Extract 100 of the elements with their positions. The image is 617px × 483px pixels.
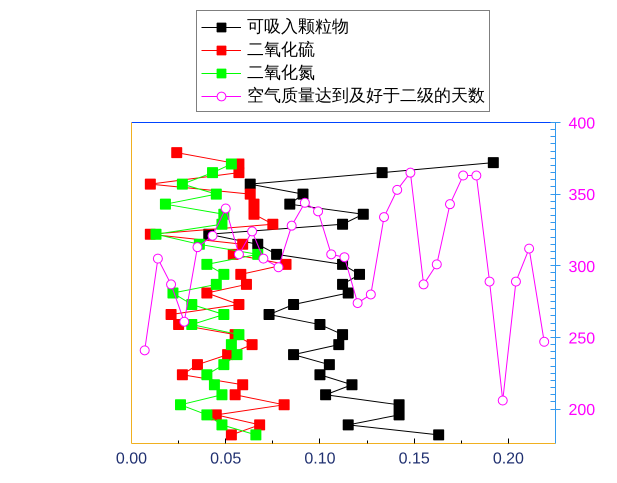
legend-label: 空气质量达到及好于二级的天数 <box>247 85 485 107</box>
point <box>458 170 468 181</box>
point <box>286 220 297 231</box>
point <box>179 316 190 327</box>
point <box>314 319 326 330</box>
point <box>418 279 429 290</box>
point <box>247 226 258 236</box>
point <box>337 218 348 230</box>
point <box>337 278 348 290</box>
point <box>233 298 244 310</box>
point <box>237 379 248 390</box>
point <box>488 157 499 168</box>
point <box>358 208 369 220</box>
point <box>201 369 212 380</box>
point <box>230 389 241 400</box>
point <box>379 212 390 222</box>
point <box>433 429 444 440</box>
y2-tick-label: 350 <box>568 187 596 204</box>
legend-label: 二氧化硫 <box>247 39 315 61</box>
point <box>278 399 290 410</box>
point <box>354 268 366 280</box>
point <box>226 429 237 440</box>
point <box>218 309 230 320</box>
point <box>150 228 162 240</box>
point <box>484 276 495 287</box>
point <box>208 230 218 241</box>
point <box>226 339 237 350</box>
point <box>313 206 324 216</box>
point <box>144 178 156 190</box>
point <box>201 258 212 270</box>
point <box>258 254 268 264</box>
point <box>248 198 260 210</box>
point <box>510 276 521 287</box>
point <box>271 248 282 260</box>
point <box>320 389 332 400</box>
point <box>220 203 231 214</box>
point <box>539 336 550 347</box>
point <box>392 184 402 195</box>
point <box>166 309 177 320</box>
point <box>339 252 350 262</box>
point <box>250 429 262 440</box>
point <box>235 268 246 280</box>
point <box>160 198 171 210</box>
x-tick-label: 0.05 <box>210 450 242 468</box>
x-tick-label: 0.00 <box>116 450 148 468</box>
point <box>405 168 416 178</box>
point <box>498 396 508 406</box>
point <box>297 188 308 200</box>
point <box>218 359 230 370</box>
point <box>192 359 203 370</box>
point <box>366 289 376 300</box>
y2-tick-label: 300 <box>568 258 596 276</box>
point <box>324 359 335 370</box>
legend-label: 二氧化氮 <box>247 62 315 84</box>
point <box>246 339 258 350</box>
point <box>394 399 405 410</box>
point <box>232 349 243 360</box>
point <box>524 244 534 254</box>
point <box>288 349 300 360</box>
point <box>248 208 260 220</box>
legend-label: 可吸入颗粒物 <box>247 16 349 38</box>
point <box>342 419 354 430</box>
point <box>166 279 176 290</box>
point <box>346 379 358 390</box>
point <box>432 259 442 270</box>
point <box>234 249 244 260</box>
point <box>284 198 296 210</box>
point <box>210 188 222 200</box>
point <box>140 345 150 356</box>
point <box>240 278 252 290</box>
point <box>352 298 363 308</box>
point <box>192 242 202 252</box>
point <box>333 339 344 350</box>
point <box>244 188 256 200</box>
y2-tick-label: 250 <box>568 330 596 348</box>
point <box>216 389 228 400</box>
point <box>226 158 237 170</box>
point <box>376 167 388 178</box>
point <box>201 409 212 420</box>
y2-tick-label: 200 <box>568 402 596 420</box>
point <box>152 254 163 264</box>
x-tick-label: 0.10 <box>304 450 336 468</box>
point <box>314 369 326 380</box>
x-tick-label: 0.15 <box>398 450 430 468</box>
point <box>233 329 244 340</box>
point <box>171 147 182 158</box>
point <box>471 170 482 181</box>
y2-tick-label: 400 <box>568 116 596 132</box>
point <box>300 198 310 208</box>
point <box>254 419 266 430</box>
point <box>264 309 275 320</box>
point <box>176 178 188 190</box>
point <box>207 167 218 178</box>
point <box>326 249 336 260</box>
point <box>444 199 455 210</box>
point <box>186 298 198 310</box>
point <box>174 399 186 410</box>
point <box>244 178 256 190</box>
x-tick-label: 0.20 <box>492 450 524 468</box>
point <box>288 298 300 310</box>
